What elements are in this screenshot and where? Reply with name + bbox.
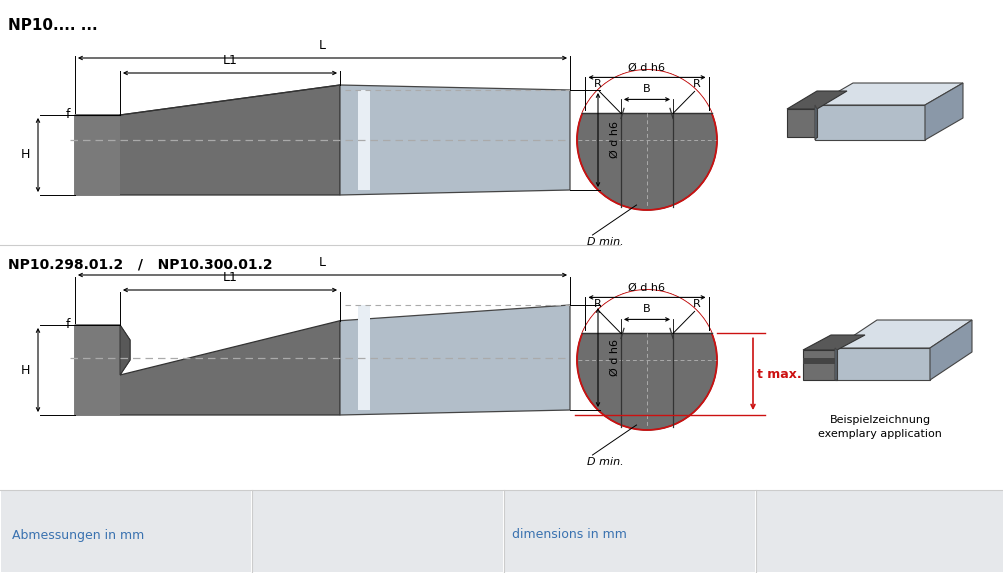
Bar (358, 90, 370, 190)
Bar (358, 305, 370, 410)
Text: NP10.... ...: NP10.... ... (8, 18, 97, 33)
Polygon shape (786, 91, 847, 109)
Text: Ø d h6: Ø d h6 (628, 282, 665, 292)
Text: B: B (643, 84, 650, 95)
Polygon shape (582, 290, 711, 333)
Polygon shape (75, 115, 120, 195)
Polygon shape (814, 105, 924, 140)
Bar (1, 491, 251, 572)
Polygon shape (340, 85, 570, 195)
Text: B: B (643, 304, 650, 315)
Circle shape (577, 70, 716, 210)
Text: R: R (692, 80, 700, 89)
Polygon shape (802, 350, 837, 380)
Text: L: L (319, 39, 326, 52)
Text: H: H (21, 148, 30, 162)
Bar (505, 491, 754, 572)
Text: NP10.298.01.2   /   NP10.300.01.2: NP10.298.01.2 / NP10.300.01.2 (8, 257, 273, 271)
Text: L: L (319, 256, 326, 269)
Polygon shape (802, 335, 865, 350)
Polygon shape (582, 290, 711, 333)
Text: f: f (66, 108, 70, 121)
Text: Ø d h6: Ø d h6 (628, 62, 665, 72)
Text: R: R (593, 80, 601, 89)
Text: R: R (593, 300, 601, 309)
Polygon shape (75, 321, 340, 415)
Polygon shape (582, 70, 711, 113)
Polygon shape (802, 358, 837, 364)
Text: Abmessungen in mm: Abmessungen in mm (12, 528, 144, 541)
Polygon shape (75, 85, 340, 195)
Polygon shape (834, 320, 971, 348)
Text: D min.: D min. (587, 457, 624, 467)
Polygon shape (929, 320, 971, 380)
Text: H: H (21, 363, 30, 376)
Polygon shape (786, 109, 816, 137)
Bar (756, 491, 1002, 572)
Polygon shape (834, 348, 837, 380)
Circle shape (577, 290, 716, 430)
Text: Ø d h6: Ø d h6 (610, 339, 620, 376)
Polygon shape (75, 325, 120, 415)
Text: D min.: D min. (587, 237, 624, 247)
Text: R: R (692, 300, 700, 309)
Polygon shape (814, 83, 962, 105)
Text: L1: L1 (223, 54, 237, 67)
Polygon shape (582, 70, 711, 113)
Text: Ø d h6: Ø d h6 (610, 121, 620, 159)
Text: dimensions in mm: dimensions in mm (512, 528, 626, 541)
Bar (253, 491, 503, 572)
Text: L1: L1 (223, 271, 237, 284)
Text: t max.: t max. (756, 368, 800, 380)
Text: f: f (66, 319, 70, 332)
Polygon shape (834, 348, 929, 380)
Polygon shape (924, 83, 962, 140)
Polygon shape (340, 305, 570, 415)
Polygon shape (120, 325, 129, 375)
Polygon shape (814, 105, 816, 140)
Text: Beispielzeichnung
exemplary application: Beispielzeichnung exemplary application (817, 415, 941, 439)
